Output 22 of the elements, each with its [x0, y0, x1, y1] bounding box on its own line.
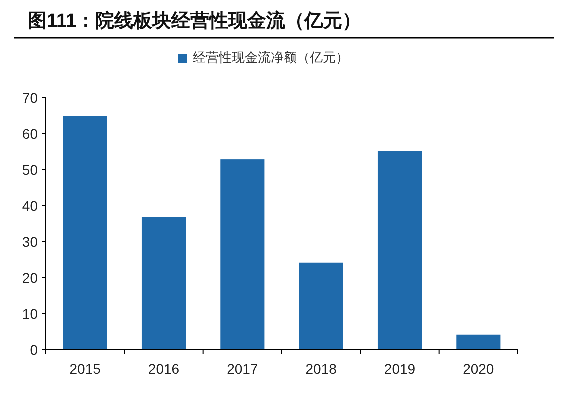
bar [63, 116, 108, 350]
y-tick-label: 60 [22, 126, 38, 142]
x-tick-label: 2018 [306, 361, 338, 377]
x-tick-label: 2016 [148, 361, 180, 377]
x-tick-label: 2019 [384, 361, 416, 377]
y-tick-label: 50 [22, 162, 38, 178]
bar [456, 334, 501, 350]
y-tick-label: 10 [22, 306, 38, 322]
y-tick-label: 70 [22, 90, 38, 106]
y-tick-label: 40 [22, 198, 38, 214]
bar [220, 160, 265, 350]
bar [142, 217, 186, 350]
bar [299, 262, 344, 350]
y-tick-label: 30 [22, 234, 38, 250]
chart-title: 图111：院线板块经营性现金流（亿元） [28, 10, 362, 32]
x-tick-label: 2015 [70, 361, 102, 377]
x-tick-label: 2020 [463, 361, 494, 377]
y-tick-label: 20 [22, 270, 38, 286]
y-tick-label: 0 [30, 342, 38, 358]
legend-label: 经营性现金流净额（亿元） [193, 50, 349, 65]
bar [378, 151, 422, 350]
x-tick-label: 2017 [227, 361, 258, 377]
